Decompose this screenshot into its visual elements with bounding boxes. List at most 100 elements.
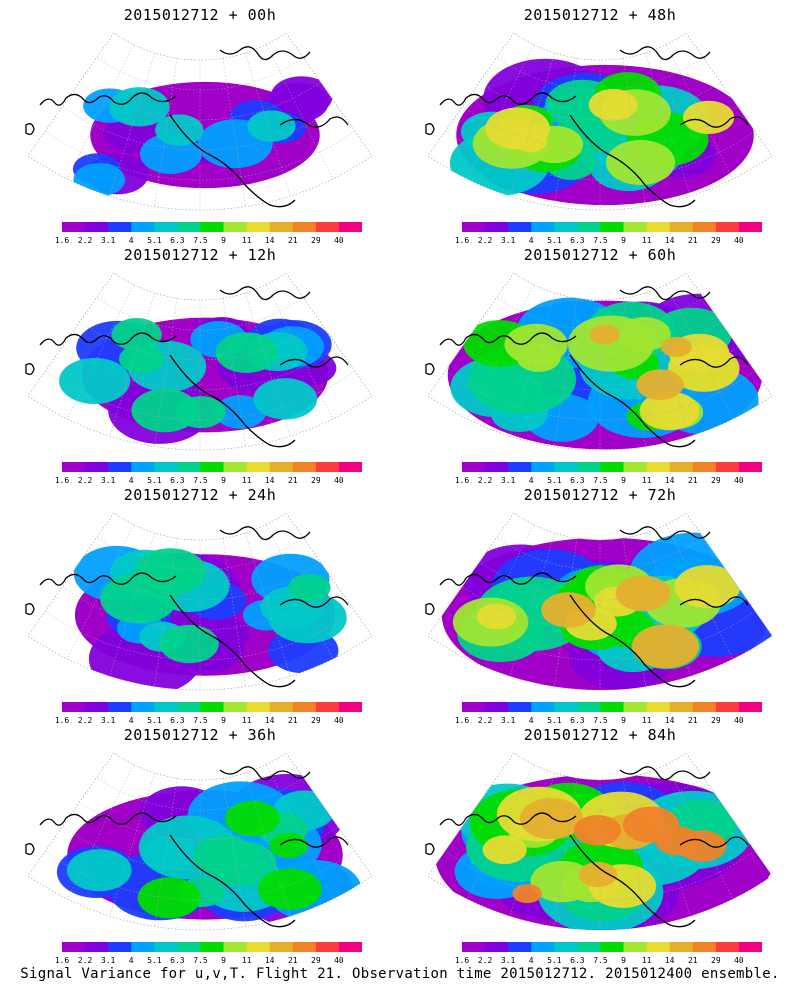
colorbar-swatch [531,702,555,712]
colorbar-labels: 1.6 2.2 3.1 4 5.1 6.3 7.5 9 11 14 21 29 40 [55,956,362,966]
colorbar-tick-label: 9 [621,236,626,245]
colorbar-tick-label: 3.1 [500,476,516,485]
colorbar-tick-label: 4 [528,476,534,485]
colorbar-tick-label: 40 [334,476,344,485]
colorbar-swatch [462,462,486,472]
colorbar-swatch [131,462,155,472]
colorbar-swatch [462,942,486,952]
colorbar [462,462,762,472]
colorbar-tick-label: 11 [641,236,652,245]
colorbar-swatch [692,462,717,472]
colorbar-swatch [200,462,225,472]
colorbar-tick-label: 7.5 [593,236,608,245]
colorbar-tick-label: 40 [334,236,344,245]
colorbar-tick-label: 21 [287,236,298,245]
colorbar [62,702,362,712]
colorbar-swatch [292,462,317,472]
colorbar-tick-label: 9 [621,476,626,485]
colorbar-swatch [62,462,86,472]
colorbar-tick-label: 11 [241,236,252,245]
colorbar [462,222,762,232]
colorbar-swatch [62,702,86,712]
colorbar-swatch [554,462,578,472]
colorbar-tick-label: 2.2 [77,476,93,485]
colorbar-swatch [223,702,248,712]
colorbar-swatch [669,462,694,472]
variance-map [25,32,373,211]
colorbar-swatch [246,222,271,232]
colorbar-tick-label: 29 [711,956,721,965]
colorbar-tick-label: 14 [264,956,275,965]
colorbar-tick-label: 5.1 [147,476,162,485]
colorbar-tick-label: 7.5 [193,236,208,245]
colorbar-swatch [292,702,317,712]
colorbar-swatch [154,222,178,232]
colorbar-tick-label: 7.5 [193,476,208,485]
colorbar-swatch [62,222,86,232]
colorbar-tick-label: 29 [711,716,721,725]
panel-title: 2015012712 + 72h [523,486,677,504]
colorbar-swatch [177,222,201,232]
colorbar-tick-label: 3.1 [500,236,516,245]
colorbar [62,462,362,472]
colorbar-swatch [531,462,555,472]
colorbar [462,702,762,712]
colorbar-tick-label: 14 [664,476,675,485]
colorbar-tick-label: 2.2 [77,716,93,725]
colorbar-swatch [338,702,362,712]
colorbar-tick-label: 11 [641,956,652,965]
colorbar-swatch [62,942,86,952]
colorbar-swatch [508,462,532,472]
colorbar-swatch [269,942,294,952]
panel-title: 2015012712 + 12h [123,246,277,264]
colorbar-swatch [623,942,648,952]
colorbar-tick-label: 11 [241,956,252,965]
colorbar-swatch [600,942,625,952]
colorbar-swatch [108,942,132,952]
colorbar-swatch [669,942,694,952]
colorbar-swatch [646,702,671,712]
colorbar-tick-label: 6.3 [570,716,585,725]
colorbar-tick-label: 9 [221,956,226,965]
colorbar-swatch [246,702,271,712]
colorbar-tick-label: 9 [221,236,226,245]
colorbar-swatch [508,942,532,952]
colorbar-tick-label: 40 [334,716,344,725]
colorbar-tick-label: 11 [241,476,252,485]
colorbar-labels: 1.6 2.2 3.1 4 5.1 6.3 7.5 9 11 14 21 29 40 [55,236,362,246]
colorbar-tick-label: 3.1 [100,956,116,965]
colorbar-tick-label: 40 [734,476,744,485]
colorbar-swatch [692,222,717,232]
colorbar-tick-label: 2.2 [77,956,93,965]
colorbar-tick-label: 3.1 [500,716,516,725]
map-panel: 2015012712 + 48h 1.6 2.2 3.1 4 5.1 6.3 7.5 9 11 14… [400,0,800,245]
colorbar-swatch [292,942,317,952]
colorbar-tick-label: 9 [621,956,626,965]
colorbar-tick-label: 21 [287,956,298,965]
colorbar-tick-label: 4 [528,236,534,245]
colorbar-tick-label: 3.1 [500,956,516,965]
colorbar-tick-label: 3.1 [100,716,116,725]
colorbar-swatch [154,462,178,472]
colorbar-tick-label: 14 [664,236,675,245]
colorbar-swatch [715,462,740,472]
colorbar-swatch [738,942,762,952]
figure-caption: Signal Variance for u,v,T. Flight 21. Ob… [20,966,780,982]
colorbar-swatch [715,222,740,232]
colorbar-tick-label: 29 [311,236,321,245]
colorbar-tick-label: 40 [334,956,344,965]
colorbar-tick-label: 40 [734,956,744,965]
colorbar-swatch [577,942,601,952]
colorbar-tick-label: 2.2 [477,716,493,725]
colorbar-tick-label: 29 [311,716,321,725]
map-panel: 2015012712 + 12h 1.6 2.2 3.1 4 5.1 6.3 7.5 9 11 14… [0,240,400,485]
colorbar-swatch [177,702,201,712]
colorbar-tick-label: 14 [264,236,275,245]
colorbar-tick-label: 5.1 [547,956,562,965]
colorbar-swatch [531,942,555,952]
colorbar-tick-label: 11 [641,716,652,725]
variance-map [425,272,773,451]
panel-title: 2015012712 + 48h [523,6,677,24]
variance-map [25,512,373,691]
colorbar-tick-label: 6.3 [570,476,585,485]
